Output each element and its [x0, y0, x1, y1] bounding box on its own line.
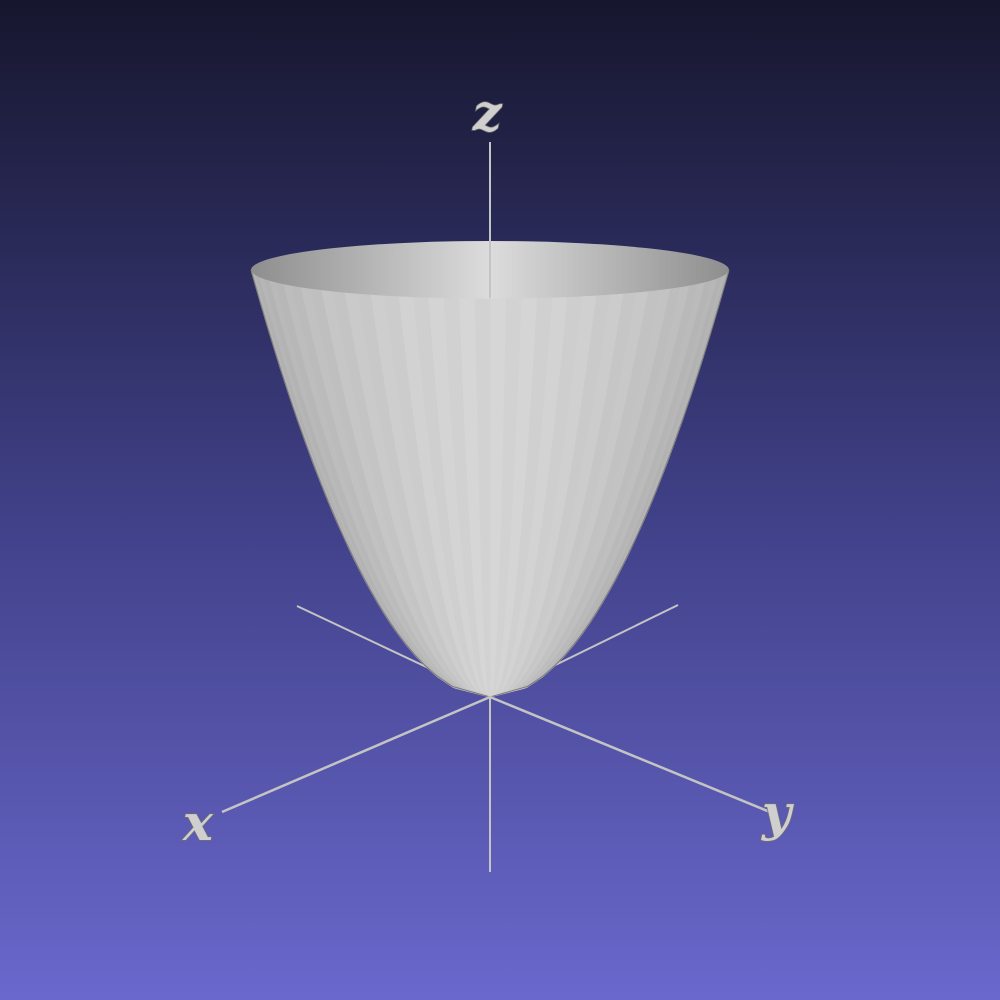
- axis-label-z: z: [472, 83, 503, 142]
- axes-front: [221, 142, 771, 872]
- axis-label-x: x: [182, 793, 214, 852]
- paraboloid-facets: [250, 269, 730, 698]
- axis-x-positive: [221, 695, 491, 814]
- axis-y-positive: [489, 695, 771, 814]
- axis-label-y: y: [761, 783, 794, 842]
